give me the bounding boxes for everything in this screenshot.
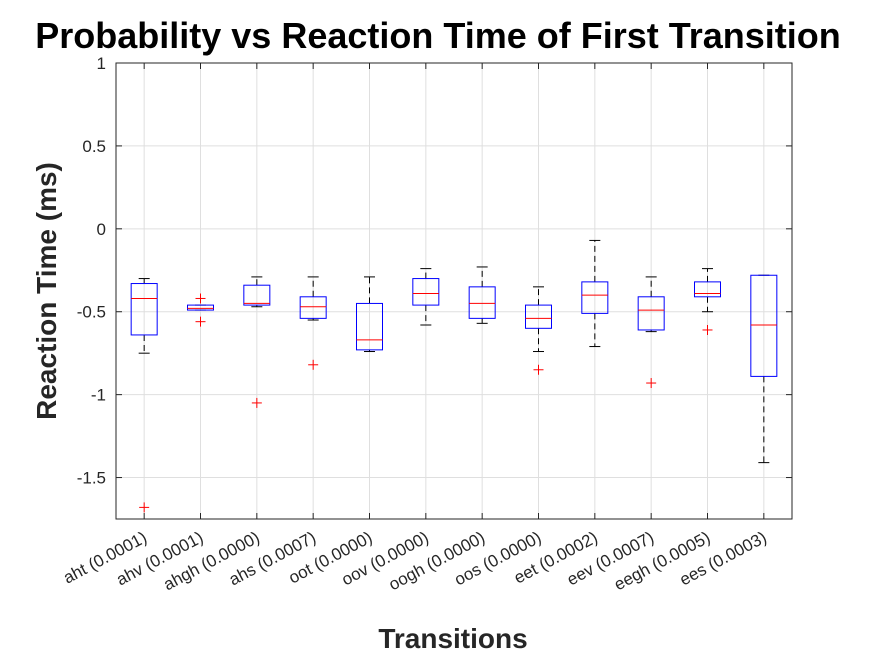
y-tick-label: -0.5: [77, 303, 106, 322]
y-axis-label: Reaction Time (ms): [31, 162, 62, 420]
x-axis-label: Transitions: [378, 623, 527, 654]
box-group: [581, 239, 609, 348]
box-group: [750, 274, 778, 464]
outlier-point: [533, 364, 544, 375]
box-group: [694, 268, 721, 335]
box-iqr: [356, 302, 383, 351]
box-group: [525, 286, 552, 375]
box-group: [187, 293, 214, 327]
y-tick-label: -1: [91, 386, 106, 405]
box-iqr: [130, 283, 158, 336]
y-tick-label: 0.5: [82, 137, 106, 156]
outlier-point: [195, 293, 206, 304]
grid-lines: [116, 62, 792, 519]
box-iqr: [525, 304, 552, 329]
y-tick-label: 0: [97, 220, 106, 239]
outlier-point: [251, 397, 262, 408]
box-iqr: [299, 296, 327, 319]
box-group: [412, 268, 440, 326]
box-iqr: [243, 284, 271, 306]
outlier-point: [702, 324, 713, 335]
boxplot-series: [130, 239, 778, 513]
y-tick-label: 1: [97, 54, 106, 73]
outlier-point: [195, 316, 206, 327]
x-axis-ticks: aht (0.0001)ahv (0.0001)ahgh (0.0000)ahs…: [60, 63, 770, 594]
outlier-point: [139, 502, 150, 513]
box-iqr: [694, 281, 721, 298]
outlier-point: [308, 359, 319, 370]
box-iqr: [581, 281, 609, 314]
plot-frame: [115, 62, 793, 520]
box-group: [299, 276, 327, 370]
box-group: [637, 276, 665, 389]
box-iqr: [637, 296, 665, 331]
box-iqr: [468, 286, 496, 319]
y-tick-label: -1.5: [77, 469, 106, 488]
y-axis-ticks: 1 0.5 0 -0.5 -1 -1.5: [77, 54, 792, 488]
outlier-point: [646, 378, 657, 389]
box-group: [243, 276, 271, 408]
chart-title: Probability vs Reaction Time of First Tr…: [35, 15, 841, 56]
box-iqr: [750, 274, 778, 377]
box-group: [468, 266, 496, 324]
box-group: [130, 278, 158, 513]
box-iqr: [412, 278, 440, 306]
box-iqr: [187, 304, 214, 311]
box-group: [356, 276, 383, 353]
